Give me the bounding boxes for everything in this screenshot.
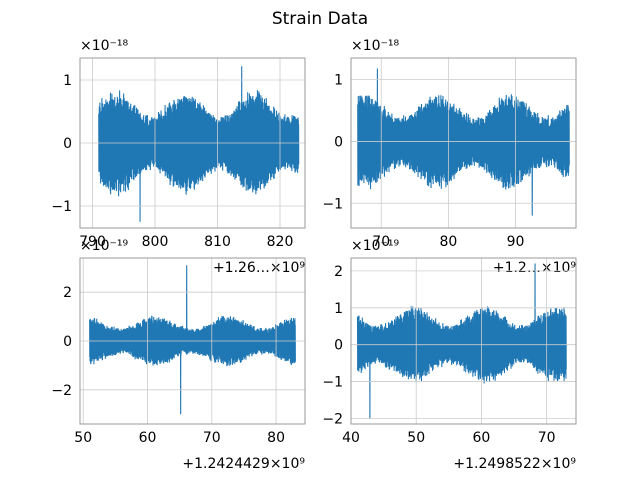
y-tick-label: 1 — [63, 73, 72, 89]
chart-panel-4: 40 50 60 70 −2 −1 0 1 2 ×10⁻¹⁹ +1.2498522×10⁹ — [322, 238, 577, 472]
figure-title: Strain Data — [272, 9, 368, 29]
x-offset-label: +1.26…×10⁹ — [213, 260, 305, 276]
x-tick-label: 50 — [74, 430, 92, 446]
x-tick-label: 60 — [139, 430, 157, 446]
x-tick-label: 810 — [204, 234, 231, 250]
strain-series-4 — [356, 263, 567, 419]
y-tick-label: −1 — [322, 196, 343, 212]
axes-frame — [79, 257, 306, 425]
y-tick-label: 0 — [63, 136, 72, 152]
x-tick-label: 820 — [267, 234, 294, 250]
y-tick-label: 2 — [63, 285, 72, 301]
x-offset-label: +1.2498522×10⁹ — [453, 456, 576, 472]
axes-frame — [350, 257, 577, 425]
x-tick-label: 790 — [79, 234, 106, 250]
chart-panel-3: 50 60 70 80 −2 0 2 ×10⁻¹⁹ +1.2424429×10⁹ — [51, 238, 306, 472]
x-tick-label: 70 — [203, 430, 221, 446]
y-scale-label: ×10⁻¹⁹ — [80, 238, 129, 254]
chart-panel-1: 790 800 810 820 −1 0 1 ×10⁻¹⁸ +1.26…×10⁹ — [51, 38, 306, 276]
x-offset-label: +1.2424429×10⁹ — [182, 456, 305, 472]
strain-series-2 — [357, 68, 570, 216]
x-tick-label: 80 — [439, 234, 457, 250]
x-tick-label: 60 — [473, 430, 491, 446]
y-tick-label: 0 — [334, 134, 343, 150]
x-tick-label: 70 — [372, 234, 390, 250]
y-tick-label: 1 — [334, 73, 343, 89]
y-tick-label: −2 — [51, 383, 72, 399]
y-scale-label: ×10⁻¹⁸ — [80, 38, 129, 54]
x-tick-label: 50 — [407, 430, 425, 446]
y-scale-label: ×10⁻¹⁹ — [351, 238, 400, 254]
x-tick-label: 800 — [142, 234, 169, 250]
y-tick-label: 0 — [63, 334, 72, 350]
y-tick-label: −1 — [51, 199, 72, 215]
x-tick-label: 90 — [507, 234, 525, 250]
strain-series-1 — [98, 66, 300, 222]
y-scale-label: ×10⁻¹⁸ — [351, 38, 400, 54]
strain-series-3 — [89, 265, 296, 415]
x-tick-label: 40 — [342, 430, 360, 446]
x-tick-label: 80 — [267, 430, 285, 446]
y-tick-label: −2 — [322, 411, 343, 427]
y-tick-label: 2 — [334, 264, 343, 280]
axes-frame — [79, 57, 306, 229]
y-tick-label: 1 — [334, 301, 343, 317]
y-tick-label: −1 — [322, 375, 343, 391]
y-tick-label: 0 — [334, 338, 343, 354]
axes-frame — [350, 57, 577, 229]
x-tick-label: 70 — [538, 430, 556, 446]
